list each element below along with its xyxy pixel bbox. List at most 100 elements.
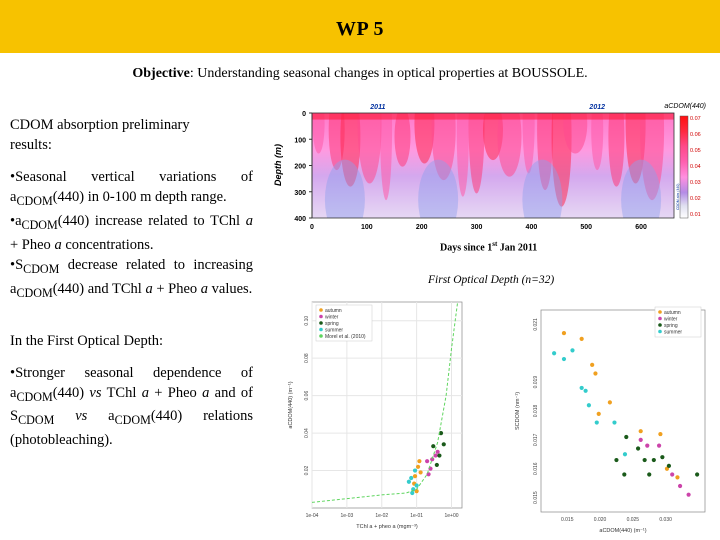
data-point-winter <box>686 492 691 497</box>
heatmap-title: aCDOM(440) <box>664 103 706 110</box>
data-point-spring <box>695 472 700 477</box>
data-point-autumn <box>579 336 584 341</box>
data-point-autumn <box>596 411 601 416</box>
data-point-summer <box>583 388 588 393</box>
data-point-summer <box>410 490 415 496</box>
heatmap-xlabel: Days since 1st Jan 2011 <box>440 240 538 254</box>
data-point-winter <box>656 443 662 448</box>
heatmap-deep-feature <box>418 159 459 218</box>
colorbar <box>679 115 689 219</box>
heatmap-feature <box>357 113 382 184</box>
data-point-spring <box>647 472 652 477</box>
heatmap-feature <box>608 113 625 187</box>
heatmap-feature <box>394 113 411 167</box>
data-point-spring <box>651 457 656 463</box>
colorbar-tick-label: 0.06 <box>690 132 701 138</box>
scatter-right-ytick-label: 0.019 <box>533 376 539 389</box>
heatmap-xtick-label: 600 <box>635 224 647 231</box>
data-point-summer <box>561 356 567 362</box>
legend-label: spring <box>325 321 339 327</box>
heatmap-feature <box>414 113 435 164</box>
data-point-spring <box>441 442 446 447</box>
objective-line: Objective: Understanding seasonal change… <box>0 66 720 82</box>
data-point-spring <box>642 457 647 463</box>
legend-label: autumn <box>325 308 342 314</box>
data-point-autumn <box>414 489 419 494</box>
legend-marker <box>319 321 323 325</box>
data-point-winter <box>677 483 683 489</box>
data-point-autumn <box>675 475 680 480</box>
colorbar-tick-label: 0.04 <box>690 164 701 170</box>
first-optical-depth-caption: First Optical Depth (n=32) <box>428 274 555 286</box>
scatter-right-frame <box>540 309 706 513</box>
page-title: WP 5 <box>335 18 385 40</box>
scatter-right-ylabel: SCDOM (nm⁻¹) <box>515 392 521 430</box>
bullet-scdom-decrease: •SCDOM decrease related to increasing aC… <box>10 256 253 300</box>
heatmap-deep-feature <box>522 159 563 218</box>
cdom-heatmap: 0 100 200 300 400 0 100 200 300 400 500 600 Depth (m… <box>273 103 706 231</box>
heatmap-xtick-label: 400 <box>526 224 538 231</box>
data-point-winter <box>435 449 440 454</box>
scatter-right-ytick-label: 0.016 <box>533 462 539 475</box>
colorbar-tick-label: 0.02 <box>690 196 701 202</box>
legend-marker <box>658 310 662 314</box>
data-point-summer <box>412 468 418 473</box>
data-point-spring <box>660 455 665 460</box>
scatter-right-ytick-label: 0.017 <box>533 433 539 446</box>
colorbar-tick-label: 0.03 <box>690 180 701 186</box>
heatmap-deep-feature <box>621 159 662 218</box>
scatter-left-ytick-label: 0.04 <box>304 428 310 438</box>
heatmap-ytick-label: 300 <box>294 190 306 197</box>
model-curve <box>311 301 459 503</box>
bullet-seasonal-dependence: •Stronger seasonal dependence of aCDOM(4… <box>10 364 254 449</box>
heatmap-feature <box>340 113 361 187</box>
scatter-right-xtick-label: 0.015 <box>561 517 574 523</box>
data-point-winter <box>430 457 435 462</box>
scatter-right-xlabel: aCDOM(440) (m⁻¹) <box>599 528 646 534</box>
heatmap-xtick-label: 200 <box>416 224 428 231</box>
legend-marker <box>319 314 323 319</box>
colorbar-tick-label: 0.05 <box>690 148 701 154</box>
data-point-autumn <box>415 464 421 469</box>
legend-marker <box>658 323 662 327</box>
heatmap-ytick-label: 100 <box>294 137 306 144</box>
heatmap-feature <box>431 113 456 181</box>
bullet-vertical-variations: •Seasonal vertical variations of aCDOM(4… <box>10 169 253 208</box>
scatter-right-xtick-label: 0.025 <box>627 517 640 523</box>
scatter-right-ytick-label: 0.018 <box>533 405 539 418</box>
data-point-spring <box>438 430 444 436</box>
data-point-spring <box>434 462 439 468</box>
heatmap-ytick-label: 200 <box>294 164 306 171</box>
scdom-vs-acdom-scatter: 0.021 0.019 0.018 0.017 0.016 0.015 0.015 0.020… <box>515 306 706 534</box>
scatter-left-xtick-label: 1e-02 <box>375 513 388 519</box>
scatter-right-legend <box>654 306 702 338</box>
heatmap-xtick-label: 0 <box>310 224 314 231</box>
scatter-right-ytick-label: 0.021 <box>533 318 539 331</box>
scatter-right-ytick-label: 0.015 <box>533 491 539 504</box>
objective-text: : Understanding seasonal changes in opti… <box>189 66 588 81</box>
scatter-left-xtick-label: 1e-04 <box>306 513 319 519</box>
heatmap-feature <box>591 113 604 171</box>
data-point-summer <box>612 420 617 425</box>
scatter-left-ytick-label: 0.06 <box>304 391 310 401</box>
data-point-autumn <box>412 474 418 479</box>
heatmap-feature <box>522 113 535 174</box>
data-point-autumn <box>418 470 423 475</box>
data-point-autumn <box>417 459 422 464</box>
header-bar: WP 5 <box>0 0 720 53</box>
data-point-autumn <box>593 371 598 376</box>
data-point-winter <box>425 459 430 464</box>
colorbar-tick-label: 0.07 <box>690 116 701 122</box>
scatter-right-xtick-label: 0.030 <box>659 517 672 523</box>
heatmap-surface-band <box>312 113 674 120</box>
scatter-left-ytick-label: 0.02 <box>304 465 310 475</box>
data-point-summer <box>406 479 411 484</box>
colorbar-tick-label: 0.01 <box>690 212 701 218</box>
heatmap-feature <box>537 113 554 191</box>
scatter-left-ytick-label: 0.10 <box>304 316 310 326</box>
data-point-winter <box>433 453 438 458</box>
data-point-summer <box>594 420 599 425</box>
heatmap-feature <box>456 113 469 197</box>
data-point-autumn <box>607 400 612 405</box>
heatmap-feature <box>640 113 665 201</box>
